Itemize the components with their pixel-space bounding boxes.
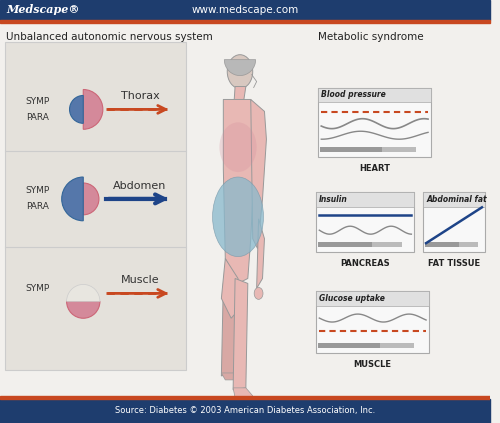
Bar bbox=[5, 42, 186, 370]
Bar bbox=[318, 88, 431, 157]
Text: Muscle: Muscle bbox=[121, 275, 160, 286]
Bar bbox=[0, 0, 490, 20]
Bar bbox=[372, 242, 402, 247]
Text: Abdominal fat: Abdominal fat bbox=[426, 195, 486, 204]
Text: Insulin: Insulin bbox=[320, 195, 348, 204]
Bar bbox=[316, 291, 429, 353]
Ellipse shape bbox=[212, 177, 264, 257]
Bar bbox=[318, 88, 431, 102]
Text: Medscape®: Medscape® bbox=[6, 5, 80, 16]
Bar bbox=[425, 242, 459, 247]
Bar bbox=[423, 192, 485, 207]
Bar bbox=[316, 192, 414, 207]
Text: PANCREAS: PANCREAS bbox=[340, 258, 390, 268]
Text: Abdomen: Abdomen bbox=[114, 181, 167, 191]
Polygon shape bbox=[222, 373, 239, 380]
Bar bbox=[459, 242, 477, 247]
Text: Unbalanced autonomic nervous system: Unbalanced autonomic nervous system bbox=[6, 32, 212, 42]
Text: HEART: HEART bbox=[359, 164, 390, 173]
Polygon shape bbox=[251, 99, 266, 249]
Wedge shape bbox=[84, 183, 99, 215]
Ellipse shape bbox=[227, 55, 252, 88]
Text: Thorax: Thorax bbox=[120, 91, 160, 102]
Ellipse shape bbox=[254, 287, 263, 299]
Bar bbox=[318, 343, 380, 348]
Wedge shape bbox=[62, 177, 84, 221]
Text: Source: Diabetes © 2003 American Diabetes Association, Inc.: Source: Diabetes © 2003 American Diabete… bbox=[115, 406, 375, 415]
Bar bbox=[0, 20, 490, 23]
Bar bbox=[318, 242, 372, 247]
Text: Metabolic syndrome: Metabolic syndrome bbox=[318, 32, 424, 42]
Text: SYMP: SYMP bbox=[25, 97, 50, 106]
Text: PARA: PARA bbox=[26, 202, 48, 212]
Text: PARA: PARA bbox=[26, 113, 48, 122]
Bar bbox=[380, 343, 414, 348]
Bar bbox=[423, 192, 485, 252]
Text: Glucose uptake: Glucose uptake bbox=[320, 294, 385, 303]
Ellipse shape bbox=[220, 122, 256, 172]
Wedge shape bbox=[66, 301, 100, 318]
Bar bbox=[0, 399, 490, 423]
Text: Blood pressure: Blood pressure bbox=[322, 91, 386, 99]
Wedge shape bbox=[70, 96, 84, 124]
Text: MUSCLE: MUSCLE bbox=[354, 360, 392, 369]
Text: SYMP: SYMP bbox=[25, 284, 50, 293]
Bar bbox=[316, 291, 429, 306]
Polygon shape bbox=[256, 219, 264, 288]
Wedge shape bbox=[66, 284, 100, 301]
Bar bbox=[316, 192, 414, 252]
Polygon shape bbox=[234, 87, 246, 102]
Polygon shape bbox=[233, 278, 248, 390]
Wedge shape bbox=[224, 60, 256, 76]
Polygon shape bbox=[233, 388, 252, 400]
Bar bbox=[320, 147, 382, 152]
Bar bbox=[0, 396, 490, 399]
Bar bbox=[382, 147, 416, 152]
Text: SYMP: SYMP bbox=[25, 187, 50, 195]
Wedge shape bbox=[84, 90, 103, 129]
Polygon shape bbox=[224, 99, 256, 283]
Text: FAT TISSUE: FAT TISSUE bbox=[428, 258, 480, 268]
Text: www.medscape.com: www.medscape.com bbox=[191, 5, 298, 15]
Polygon shape bbox=[222, 283, 237, 376]
Polygon shape bbox=[222, 258, 240, 318]
